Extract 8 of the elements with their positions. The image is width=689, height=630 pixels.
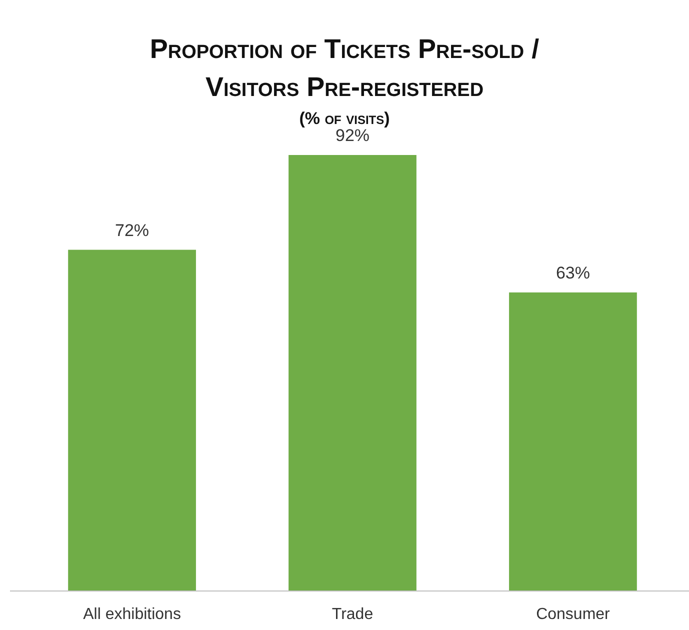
data-label: 72% — [115, 220, 150, 240]
x-tick-label: All exhibitions — [83, 606, 181, 623]
data-label: 63% — [556, 263, 590, 282]
chart-subtitle: (% of visits) — [299, 109, 390, 128]
x-tick-label: Trade — [332, 606, 374, 623]
data-label: 92% — [335, 126, 370, 145]
chart-title: Proportion of Tickets Pre-sold / Visitors Pre-registered — [150, 34, 540, 102]
x-tick-label: Consumer — [536, 606, 611, 623]
